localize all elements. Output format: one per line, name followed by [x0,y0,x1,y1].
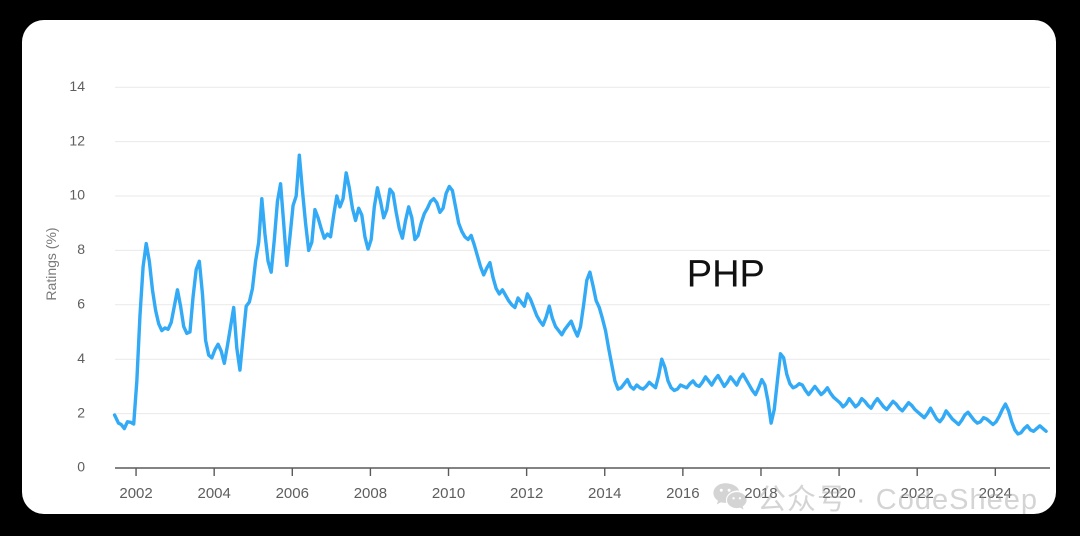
y-tick-label: 12 [69,132,85,148]
y-tick-label: 8 [77,241,85,257]
y-axis-title: Ratings (%) [43,227,59,300]
x-tick-labels-group: 2002 2004 2006 2008 2010 2012 2014 2016 2018 2020… [119,485,1012,502]
x-tick-label: 2014 [588,485,621,502]
x-tick-label: 2010 [432,485,465,502]
series-line-php [112,153,1048,436]
x-tick-label: 2022 [901,485,934,502]
x-tick-label: 2012 [510,485,543,502]
series-annotation-php: PHP [687,253,765,295]
x-tick-label: 2016 [666,485,699,502]
x-tick-label: 2020 [822,485,855,502]
ratings-line-chart: 0 2 4 6 8 10 12 14 2002 2004 2006 2008 2010 2012 2014… [43,78,1050,502]
x-tick-label: 2006 [276,485,309,502]
y-tick-labels-group: 0 2 4 6 8 10 12 14 [69,78,85,475]
x-tick-label: 2002 [119,485,152,502]
x-tick-label: 2024 [979,485,1012,502]
y-tick-label: 10 [69,187,85,203]
y-tick-label: 0 [77,459,85,475]
gridlines-group [115,86,1050,415]
x-tick-marks-group [135,468,997,476]
y-tick-label: 2 [77,404,85,420]
chart-card: 0 2 4 6 8 10 12 14 2002 2004 2006 2008 2010 2012 2014… [22,20,1056,514]
x-tick-label: 2018 [744,485,777,502]
series-lines-group [112,153,1048,436]
y-tick-label: 4 [77,350,85,366]
y-tick-label: 6 [77,296,85,312]
y-tick-label: 14 [69,78,85,94]
x-tick-label: 2008 [354,485,387,502]
x-tick-label: 2004 [197,485,230,502]
